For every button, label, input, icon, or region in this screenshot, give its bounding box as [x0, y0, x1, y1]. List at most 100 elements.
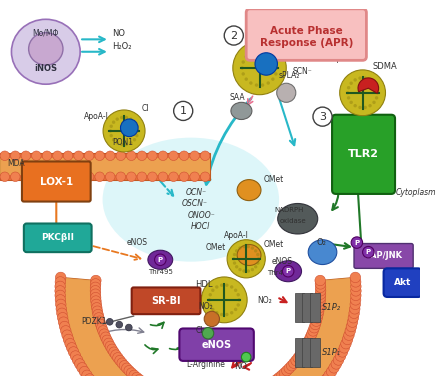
Circle shape — [304, 335, 314, 346]
Text: ApoA-I: ApoA-I — [84, 112, 109, 121]
Bar — [295, 338, 304, 367]
Ellipse shape — [275, 261, 301, 282]
Circle shape — [179, 172, 189, 181]
Circle shape — [103, 110, 145, 152]
Circle shape — [137, 151, 147, 161]
FancyBboxPatch shape — [132, 288, 200, 314]
Circle shape — [120, 116, 123, 119]
Circle shape — [209, 293, 212, 296]
Circle shape — [368, 104, 372, 107]
Circle shape — [315, 282, 326, 293]
Polygon shape — [57, 277, 359, 385]
Circle shape — [314, 303, 324, 313]
Circle shape — [321, 374, 332, 384]
Text: MDA: MDA — [7, 159, 25, 168]
Circle shape — [255, 84, 258, 87]
Circle shape — [256, 253, 260, 256]
Circle shape — [95, 172, 104, 181]
Circle shape — [96, 323, 107, 333]
Circle shape — [291, 355, 301, 366]
Circle shape — [87, 377, 98, 385]
Circle shape — [311, 316, 322, 326]
Circle shape — [204, 311, 220, 326]
Circle shape — [105, 341, 116, 352]
Circle shape — [230, 285, 233, 289]
Circle shape — [257, 257, 260, 261]
Circle shape — [315, 292, 326, 303]
Text: SAP/JNK: SAP/JNK — [365, 251, 403, 261]
Circle shape — [0, 172, 10, 181]
Text: sPLA₂: sPLA₂ — [279, 72, 300, 80]
Ellipse shape — [11, 19, 80, 84]
Text: P: P — [286, 268, 291, 274]
Text: OMet: OMet — [264, 240, 284, 249]
Text: 1: 1 — [180, 106, 187, 116]
Circle shape — [220, 313, 224, 316]
FancyBboxPatch shape — [332, 115, 395, 194]
Text: ApoA-I: ApoA-I — [332, 54, 357, 63]
Text: eNOS: eNOS — [272, 256, 293, 266]
Circle shape — [121, 119, 138, 137]
Circle shape — [200, 151, 210, 161]
Circle shape — [66, 343, 77, 353]
Text: PON1: PON1 — [113, 138, 134, 147]
Ellipse shape — [231, 102, 252, 119]
Circle shape — [247, 270, 250, 273]
Circle shape — [82, 370, 92, 381]
Circle shape — [337, 347, 348, 357]
Text: eNOS: eNOS — [127, 238, 148, 248]
FancyBboxPatch shape — [384, 268, 422, 297]
Circle shape — [65, 338, 75, 349]
Circle shape — [110, 350, 121, 360]
Circle shape — [254, 249, 257, 253]
Text: P: P — [354, 239, 359, 246]
Circle shape — [225, 313, 228, 316]
Text: ONOO⁻: ONOO⁻ — [188, 211, 216, 220]
Text: NO₂: NO₂ — [258, 296, 272, 305]
Circle shape — [32, 151, 41, 161]
Circle shape — [42, 172, 52, 181]
Text: HOCl: HOCl — [191, 222, 210, 231]
Circle shape — [133, 138, 136, 141]
Circle shape — [129, 141, 132, 144]
Circle shape — [140, 378, 150, 385]
Circle shape — [293, 353, 304, 363]
Circle shape — [247, 245, 250, 248]
Circle shape — [254, 265, 257, 268]
Text: PON1: PON1 — [293, 38, 314, 47]
Circle shape — [211, 308, 215, 311]
Circle shape — [106, 151, 115, 161]
Circle shape — [106, 172, 115, 181]
Circle shape — [326, 367, 337, 377]
Circle shape — [266, 378, 276, 385]
Circle shape — [42, 151, 52, 161]
Circle shape — [134, 375, 145, 385]
Text: 3: 3 — [319, 112, 326, 122]
Circle shape — [350, 272, 361, 283]
Circle shape — [376, 91, 379, 94]
Circle shape — [242, 60, 245, 64]
Circle shape — [94, 313, 104, 323]
Circle shape — [267, 51, 270, 55]
Circle shape — [324, 370, 334, 381]
Text: Thr495: Thr495 — [267, 270, 292, 276]
Circle shape — [234, 308, 237, 311]
Text: NO: NO — [234, 362, 247, 370]
Circle shape — [271, 375, 282, 385]
Circle shape — [313, 306, 324, 316]
Circle shape — [351, 290, 361, 301]
Circle shape — [353, 104, 357, 107]
Circle shape — [149, 384, 159, 385]
Text: HDL: HDL — [196, 280, 213, 290]
Bar — [0, 158, 210, 175]
Circle shape — [349, 100, 353, 104]
Text: Cl: Cl — [246, 26, 254, 35]
Circle shape — [62, 330, 72, 340]
Circle shape — [110, 125, 113, 128]
Circle shape — [55, 286, 66, 296]
Circle shape — [351, 286, 361, 296]
Circle shape — [350, 277, 361, 287]
Circle shape — [126, 368, 137, 378]
Circle shape — [116, 141, 119, 144]
Circle shape — [348, 313, 359, 323]
